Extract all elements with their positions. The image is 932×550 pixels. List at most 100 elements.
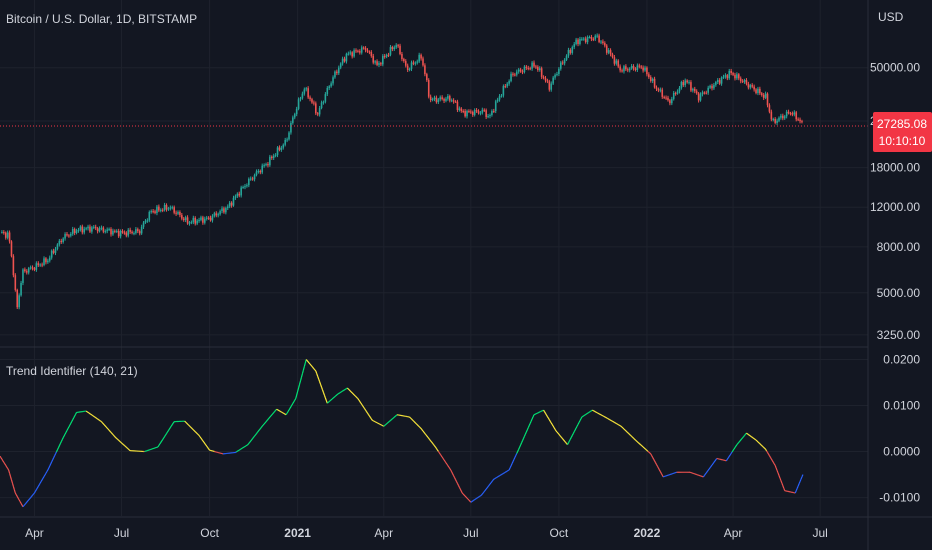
- candle-body: [73, 228, 76, 234]
- trend-segment: [394, 415, 397, 417]
- candle-body: [441, 97, 443, 100]
- trend-segment: [424, 433, 427, 436]
- trend-segment: [514, 455, 517, 458]
- trend-segment: [23, 504, 26, 507]
- candle-body: [87, 226, 89, 229]
- candle-body: [648, 74, 650, 78]
- candle-body: [284, 139, 286, 145]
- candle-body: [194, 217, 197, 224]
- trend-segment: [249, 440, 252, 443]
- candle-body: [466, 111, 468, 117]
- candle-body: [253, 175, 256, 180]
- candle-body: [50, 250, 53, 258]
- indicator-axis[interactable]: 0.0200 0.0100 0.0000 -0.0100: [879, 353, 920, 505]
- candle-body: [581, 38, 583, 40]
- trend-segment: [728, 454, 731, 457]
- time-axis[interactable]: Apr Jul Oct 2021 Apr Jul Oct 2022 Apr Jul: [25, 526, 828, 540]
- trend-segment: [636, 441, 639, 444]
- trend-segment: [43, 474, 46, 477]
- trend-segment: [643, 447, 646, 450]
- candle-body: [489, 115, 491, 117]
- currency-label: USD: [878, 10, 904, 24]
- symbol-title[interactable]: Bitcoin / U.S. Dollar, 1D, BITSTAMP: [6, 12, 197, 26]
- candle-body: [163, 204, 166, 211]
- candle-body: [303, 89, 306, 94]
- trend-segment: [483, 489, 486, 492]
- trend-segment: [125, 446, 128, 449]
- trend-segment: [731, 450, 734, 453]
- trend-segment: [623, 428, 626, 431]
- indicator-title[interactable]: Trend Identifier (140, 21): [6, 364, 138, 378]
- candle-body: [148, 211, 151, 221]
- candle-body: [169, 207, 172, 209]
- candle-body: [6, 232, 9, 238]
- price-candles[interactable]: [1, 33, 803, 310]
- candle-body: [575, 39, 577, 45]
- trend-segment: [33, 491, 36, 494]
- candle-body: [780, 115, 782, 118]
- candle-body: [370, 52, 373, 56]
- trend-segment: [442, 458, 445, 461]
- trend-segment: [636, 440, 638, 443]
- trend-segment: [89, 413, 92, 415]
- candle-body: [594, 35, 597, 40]
- trend-segment: [600, 414, 603, 416]
- trend-segment: [264, 421, 267, 424]
- candle-body: [219, 211, 221, 215]
- trend-identifier-line[interactable]: [0, 359, 804, 508]
- trend-segment: [116, 438, 119, 440]
- trend-segment: [461, 492, 464, 495]
- candle-body: [360, 47, 363, 53]
- trend-segment: [432, 442, 434, 445]
- trend-segment: [469, 500, 472, 503]
- trend-segment: [507, 469, 510, 472]
- trend-segment: [580, 416, 583, 420]
- candle-body: [91, 227, 93, 232]
- trend-segment: [351, 392, 354, 395]
- trend-segment: [434, 446, 437, 449]
- trend-segment: [510, 463, 513, 467]
- trend-segment: [256, 430, 259, 433]
- trend-segment: [639, 443, 642, 446]
- trend-segment: [123, 444, 125, 446]
- trend-segment: [530, 418, 533, 422]
- candle-body: [690, 82, 692, 91]
- trend-segment: [513, 457, 516, 460]
- trend-segment: [46, 469, 49, 472]
- trend-segment: [257, 429, 260, 432]
- candle-body: [146, 220, 149, 222]
- candle-body: [391, 47, 394, 50]
- trend-segment: [296, 391, 299, 396]
- trend-segment: [0, 457, 3, 460]
- trend-segment: [184, 420, 187, 423]
- trend-segment: [208, 448, 211, 451]
- trend-segment: [259, 427, 262, 430]
- candle-body: [404, 61, 407, 66]
- trend-segment: [282, 412, 285, 415]
- candle-body: [776, 120, 778, 123]
- trend-segment: [390, 419, 392, 421]
- trend-segment: [199, 436, 202, 439]
- candle-body: [485, 110, 487, 117]
- trend-segment: [430, 440, 433, 443]
- candle-body: [634, 68, 637, 70]
- trend-segment: [272, 412, 275, 415]
- candle-body: [502, 86, 505, 96]
- trend-segment: [47, 467, 50, 471]
- trend-segment: [488, 483, 491, 486]
- candle-body: [604, 43, 606, 46]
- candle-body: [89, 226, 91, 232]
- trend-segment: [279, 410, 281, 412]
- trend-segment: [269, 415, 272, 418]
- trend-segment: [766, 450, 769, 453]
- trend-segment: [629, 434, 632, 436]
- trend-segment: [631, 435, 633, 438]
- candle-body: [236, 193, 239, 197]
- trend-segment: [565, 441, 568, 444]
- candle-body: [213, 213, 216, 216]
- trend-segment: [285, 412, 288, 416]
- trend-segment: [495, 476, 497, 479]
- candle-body: [186, 217, 189, 224]
- trend-segment: [163, 436, 166, 439]
- candle-body: [45, 258, 47, 263]
